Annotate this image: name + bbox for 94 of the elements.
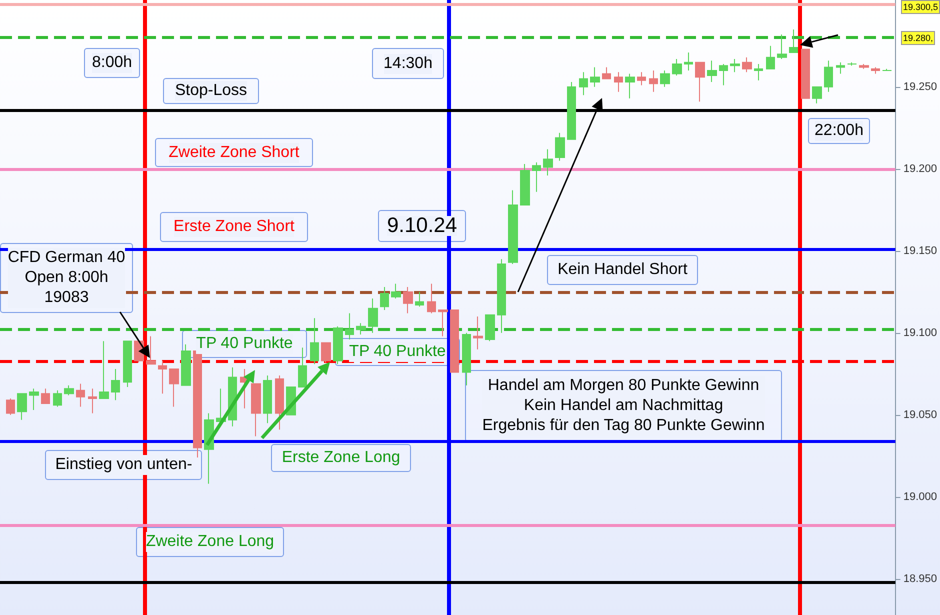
candlestick [380, 286, 389, 310]
candlestick [590, 66, 600, 88]
ref-line-label: 19.280, [901, 30, 936, 45]
candlestick [333, 326, 343, 365]
y-tick-label: 18.950 [903, 572, 938, 585]
candlestick [497, 258, 506, 334]
candlestick [76, 383, 85, 408]
candlestick [263, 375, 272, 424]
candlestick [64, 384, 74, 396]
candlestick [415, 291, 424, 308]
annotation: 9.10.24 [386, 214, 458, 237]
candlestick [462, 332, 471, 386]
candlestick [637, 72, 646, 86]
y-tick-label: 19.100 [903, 326, 938, 339]
candlestick [41, 388, 50, 404]
candlestick [391, 283, 401, 299]
candlestick [543, 148, 553, 176]
candlestick [847, 62, 857, 66]
candlestick [193, 350, 202, 458]
ref-line-label: Stop-Loss [174, 81, 248, 101]
annotation: Kein Handel Short [558, 260, 688, 280]
candlestick [520, 164, 530, 206]
annotation: Handel am Morgen 80 Punkte Gewinn Kein Handel am Nachmittag Ergebnis für den Tag 80 Punkte Gewinn [482, 376, 765, 436]
annotation: CFD German 40 Open 8:00h 19083 [8, 248, 126, 308]
candlestick [427, 283, 436, 314]
candlestick [871, 66, 880, 74]
candlestick [695, 62, 705, 102]
candlestick [169, 368, 179, 408]
candlestick [614, 72, 623, 92]
ref-line-label: 22:00h [814, 121, 864, 141]
candlestick [567, 82, 576, 140]
candlestick [625, 73, 635, 99]
candlestick [99, 340, 109, 400]
candlestick [275, 375, 284, 430]
candlestick [742, 56, 752, 73]
ref-line-label: 8:00h [92, 53, 132, 73]
candlestick [508, 190, 518, 265]
candlestick [251, 383, 261, 437]
candlestick [824, 60, 833, 92]
candlestick [438, 309, 448, 337]
candlestick [684, 52, 693, 72]
candlestick [345, 312, 354, 340]
ref-line-label: 14:30h [384, 54, 432, 74]
candlestick [473, 316, 483, 350]
candlestick [17, 393, 27, 420]
y-tick-label: 19.000 [903, 490, 938, 503]
candlestick [789, 29, 798, 53]
candlestick [754, 63, 763, 81]
candlestick [766, 45, 775, 70]
ref-line-label: Erste Zone Long [282, 448, 400, 468]
candlestick [298, 347, 307, 388]
candlestick [321, 342, 331, 363]
candlestick [356, 322, 366, 336]
annotation: Einstieg von unten- [55, 455, 192, 476]
ref-line-label: 19.300,5 [901, 0, 940, 14]
candlestick [707, 60, 717, 82]
candlestick [485, 314, 495, 342]
candlestick [53, 390, 62, 408]
candlestick [88, 388, 97, 414]
candlestick [450, 309, 459, 373]
candlestick [403, 286, 413, 314]
y-tick-label: 19.200 [903, 162, 938, 175]
candlestick [660, 70, 670, 88]
candlestick [859, 63, 869, 70]
candlestick [801, 48, 810, 99]
candlestick [6, 398, 15, 416]
candlestick [368, 298, 378, 334]
candlestick [579, 72, 588, 96]
candlestick [836, 62, 845, 74]
annotation: TP 40 Punkte [349, 342, 446, 362]
candlestick [158, 360, 167, 394]
y-tick-label: 19.150 [903, 244, 938, 257]
candlestick [719, 63, 728, 86]
candlestick [111, 368, 120, 401]
candlestick [181, 344, 191, 386]
annotation: TP 40 Punkte [196, 334, 293, 354]
candlestick [649, 70, 658, 92]
candlestick [146, 336, 156, 365]
candlestick [812, 86, 822, 104]
y-tick-label: 19.050 [903, 408, 938, 421]
candlestick [310, 318, 319, 365]
candlestick [602, 66, 611, 80]
candlestick [123, 340, 132, 388]
y-tick-label: 19.250 [903, 80, 938, 93]
ref-line-label: Zweite Zone Long [146, 532, 274, 552]
candlestick [29, 388, 39, 410]
candlestick [777, 34, 787, 60]
ref-line-label: Erste Zone Short [174, 217, 294, 237]
ref-line-label: Zweite Zone Short [168, 142, 300, 162]
candlestick [672, 58, 682, 76]
candlestick [882, 68, 892, 72]
candlestick [532, 162, 541, 192]
candlestick [730, 58, 740, 73]
candlestick [555, 132, 565, 162]
